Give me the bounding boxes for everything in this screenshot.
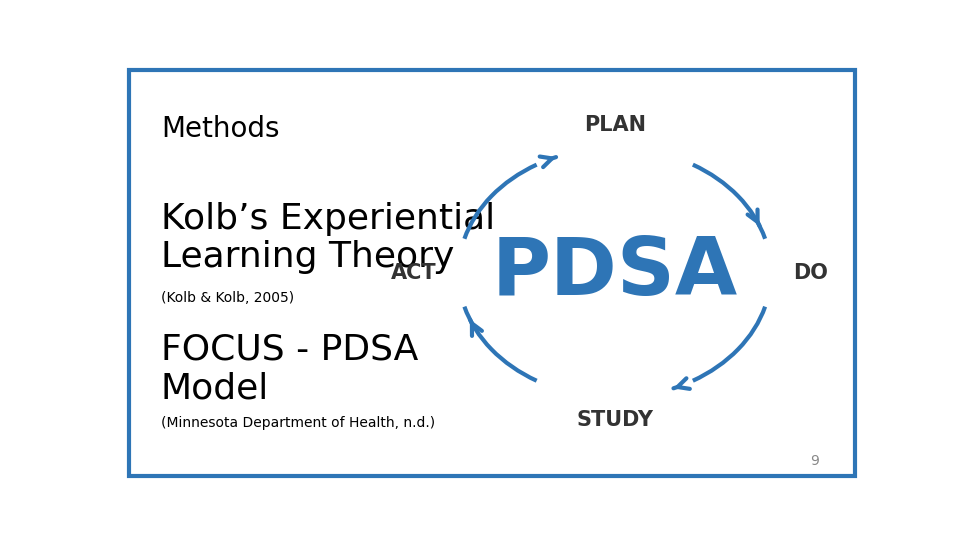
Text: 9: 9 [810, 454, 820, 468]
Text: Methods: Methods [161, 114, 279, 143]
Text: PLAN: PLAN [584, 116, 646, 136]
Text: ACT: ACT [391, 262, 436, 283]
Text: STUDY: STUDY [576, 410, 653, 430]
Text: DO: DO [793, 262, 828, 283]
Text: FOCUS - PDSA
Model: FOCUS - PDSA Model [161, 333, 419, 405]
Text: (Kolb & Kolb, 2005): (Kolb & Kolb, 2005) [161, 292, 294, 306]
Text: PDSA: PDSA [492, 234, 738, 312]
Text: Kolb’s Experiential
Learning Theory: Kolb’s Experiential Learning Theory [161, 202, 495, 274]
Text: (Minnesota Department of Health, n.d.): (Minnesota Department of Health, n.d.) [161, 416, 435, 430]
